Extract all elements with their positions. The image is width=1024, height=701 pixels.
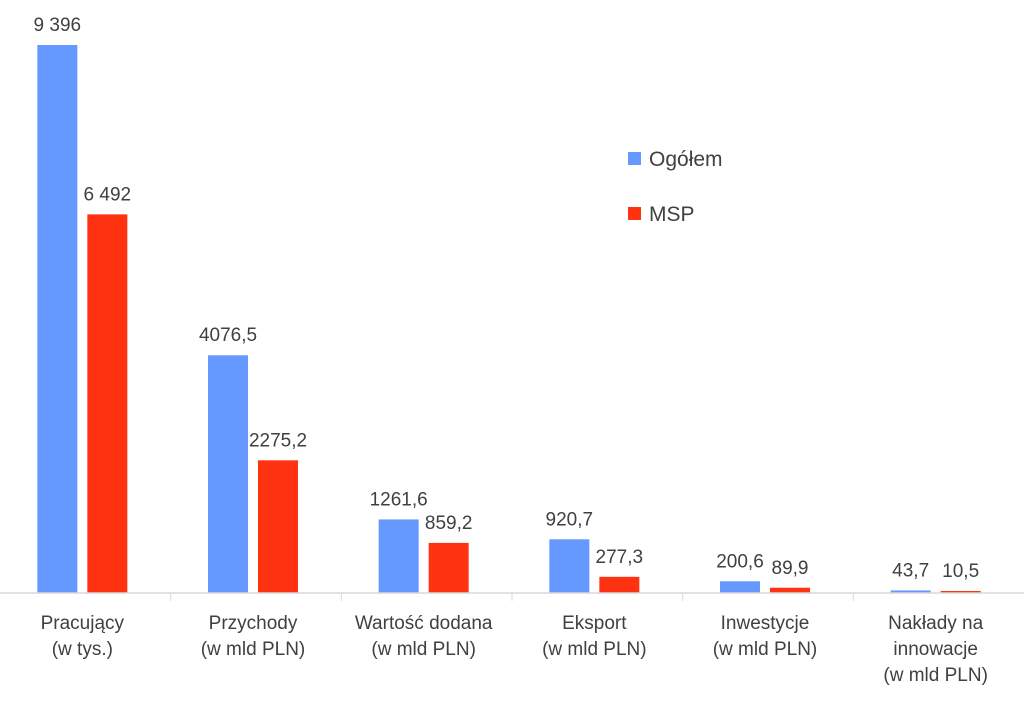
data-label: 1261,6 <box>370 489 428 510</box>
bar-msp-3 <box>599 576 640 593</box>
data-label: 859,2 <box>425 513 473 534</box>
data-label: 9 396 <box>34 15 82 36</box>
data-label: 277,3 <box>596 547 644 568</box>
bar-msp-5 <box>940 591 981 593</box>
bar-og-em-3 <box>549 539 590 593</box>
category-label: Pracujący (w tys.) <box>41 613 125 660</box>
data-label: 200,6 <box>716 551 764 572</box>
bar-msp-0 <box>87 214 128 594</box>
data-label: 6 492 <box>84 184 132 205</box>
bar-og-em-2 <box>378 519 419 593</box>
bar-msp-4 <box>770 587 810 593</box>
legend-swatch <box>628 152 641 165</box>
bar-og-em-5 <box>890 590 931 593</box>
data-labels-layer: 9 396 6 492 4076,5 2275,2 1261,6 859,2 920,727… <box>34 15 980 582</box>
category-label: Nakłady na innowacje (w mld PLN) <box>883 613 988 686</box>
category-label: Przychody (w mld PLN) <box>201 613 306 660</box>
bar-msp-1 <box>258 460 298 593</box>
bar-og-em-0 <box>37 45 78 593</box>
data-label: 2275,2 <box>249 430 307 451</box>
data-label: 89,9 <box>772 558 809 579</box>
legend-label: MSP <box>649 203 695 226</box>
data-label: 920,7 <box>546 509 594 530</box>
data-label: 4076,5 <box>199 325 257 346</box>
data-label: 10,5 <box>942 561 979 582</box>
bar-og-em-4 <box>720 581 760 593</box>
bars-layer <box>37 45 981 594</box>
x-axis: Pracujący (w tys.) Przychody (w mld PLN) War… <box>0 592 1024 686</box>
category-label: Wartość dodana (w mld PLN) <box>355 613 493 660</box>
legend-swatch <box>628 207 641 220</box>
legend: Ogółem MSP <box>628 148 723 226</box>
category-label: Inwestycje (w mld PLN) <box>713 613 818 660</box>
legend-label: Ogółem <box>649 148 723 171</box>
bar-og-em-1 <box>208 355 248 593</box>
category-label: Eksport (w mld PLN) <box>542 613 647 660</box>
bar-msp-2 <box>428 542 469 593</box>
data-label: 43,7 <box>892 560 929 581</box>
